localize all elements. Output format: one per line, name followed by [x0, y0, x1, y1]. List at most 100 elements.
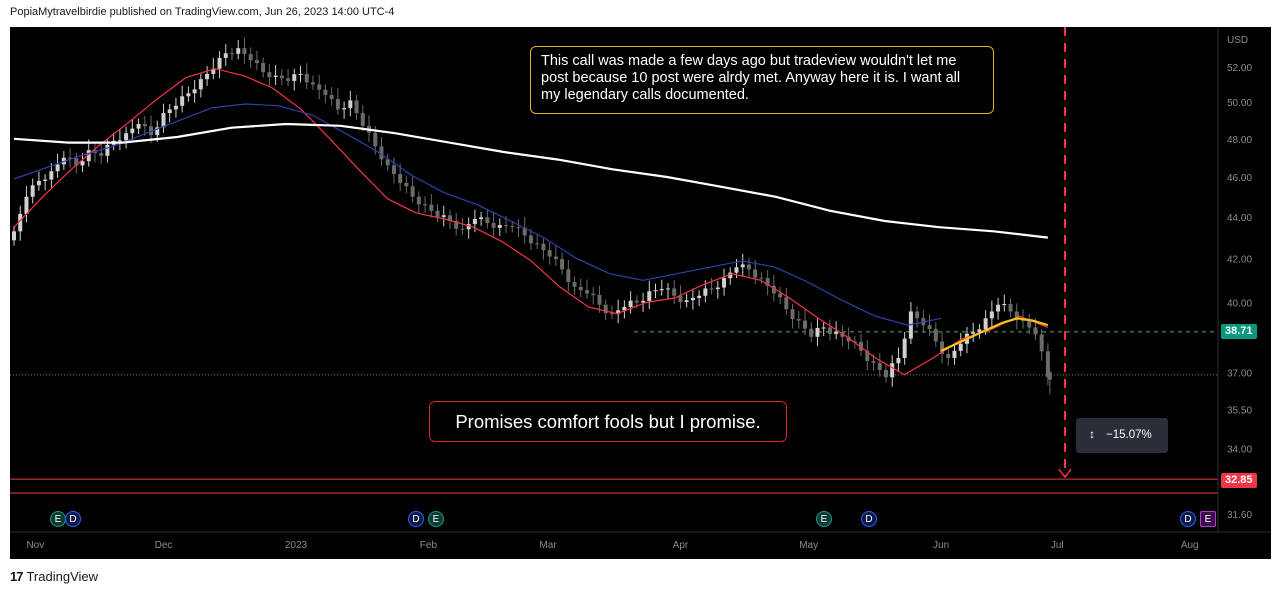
candle-body [242, 48, 247, 55]
candle-body [815, 327, 820, 337]
candle-body [803, 320, 808, 329]
candle-body [186, 93, 191, 97]
promise-annotation[interactable]: Promises comfort fools but I promise. [429, 401, 787, 442]
tradingview-logo-text: TradingView [26, 569, 99, 584]
x-tick-label: Dec [155, 540, 173, 551]
dividend-event-icon[interactable]: D [408, 511, 424, 527]
candle-body [43, 179, 48, 181]
candle-body [790, 309, 795, 319]
candle-body [248, 54, 253, 61]
target-price-badge: 32.85 [1221, 473, 1257, 488]
candle-body [778, 293, 783, 298]
x-tick-label: Apr [673, 540, 689, 551]
candle-body [722, 278, 727, 288]
candle-body [809, 328, 814, 337]
price-range-measure[interactable]: ↕ −15.07% [1076, 418, 1168, 453]
candle-body [74, 158, 79, 166]
candle-body [99, 152, 104, 156]
candle-body [952, 350, 957, 358]
candle-body [796, 318, 801, 321]
candle-body [385, 159, 390, 166]
y-tick-label: 40.00 [1227, 298, 1252, 309]
price-chart[interactable]: USD 52.00 50.00 48.00 46.00 44.00 42.00 40.00 37… [10, 27, 1271, 559]
candle-body [535, 243, 540, 245]
candle-body [896, 357, 901, 364]
candle-body [765, 278, 770, 286]
tradingview-logo-icon: 17 [10, 569, 24, 584]
earnings-event-icon[interactable]: E [428, 511, 444, 527]
candle-body [759, 277, 764, 279]
candle-body [566, 269, 571, 283]
y-tick-label: 50.00 [1227, 98, 1252, 109]
candle-body [528, 235, 533, 244]
candle-body [746, 264, 751, 270]
candle-body [684, 300, 689, 303]
candle-body [946, 353, 951, 358]
candle-body [279, 75, 284, 79]
candle-body [142, 123, 147, 127]
candle-body [983, 318, 988, 330]
tradingview-logo[interactable]: 17 TradingView [10, 569, 98, 584]
candle-body [653, 290, 658, 292]
candle-body [715, 287, 720, 290]
earnings-event-icon[interactable]: E [816, 511, 832, 527]
candle-body [398, 174, 403, 183]
dividend-event-icon[interactable]: D [1180, 511, 1196, 527]
candle-body [310, 82, 315, 85]
candle-body [329, 95, 334, 99]
candle-body [784, 297, 789, 310]
candle-body [55, 164, 60, 172]
dividend-event-icon[interactable]: D [861, 511, 877, 527]
upcoming-earnings-event-icon[interactable]: E [1200, 511, 1216, 527]
range-arrow-icon: ↕ [1089, 429, 1095, 441]
candle-body [678, 295, 683, 303]
candle-body [348, 100, 353, 109]
x-tick-label: 2023 [285, 540, 308, 551]
candle-body [304, 73, 309, 83]
x-tick-label: Jul [1051, 540, 1064, 551]
candle-body [834, 332, 839, 334]
moving-average-line [13, 68, 1049, 376]
dividend-event-icon[interactable]: D [65, 511, 81, 527]
candle-body [441, 215, 446, 217]
candle-body [36, 180, 41, 186]
chart-panel[interactable]: USD 52.00 50.00 48.00 46.00 44.00 42.00 40.00 37… [10, 27, 1271, 559]
candle-body [167, 109, 172, 114]
candle-body [335, 98, 340, 110]
candle-body [360, 113, 365, 126]
candle-body [821, 327, 826, 329]
candle-body [597, 295, 602, 305]
candle-body [479, 217, 484, 219]
candle-body [622, 306, 627, 311]
candle-body [659, 289, 664, 291]
candle-body [491, 223, 496, 228]
x-tick-label: Feb [420, 540, 438, 551]
candle-body [1027, 320, 1032, 328]
candle-body [454, 221, 459, 229]
candle-body [460, 228, 465, 230]
candle-body [697, 295, 702, 298]
call-note-annotation[interactable]: This call was made a few days ago but tr… [530, 46, 994, 114]
candle-body [753, 269, 758, 278]
candle-body [647, 291, 652, 301]
candle-body [211, 68, 216, 74]
candle-body [254, 60, 259, 64]
earnings-event-icon[interactable]: E [50, 511, 66, 527]
candle-body [865, 350, 870, 362]
candle-body [1045, 351, 1050, 378]
candle-body [12, 231, 16, 241]
candle-body [634, 300, 639, 303]
candle-body [846, 336, 851, 342]
candle-body [771, 285, 776, 294]
x-tick-label: Mar [539, 540, 557, 551]
candle-body [49, 171, 54, 180]
candle-body [391, 165, 396, 175]
x-tick-label: Jun [933, 540, 949, 551]
candle-body [703, 288, 708, 296]
candle-body [510, 226, 515, 228]
candle-body [1033, 327, 1038, 335]
candle-body [522, 227, 527, 236]
candle-body [198, 79, 203, 90]
candle-body [1014, 311, 1019, 321]
candle-body [1047, 372, 1052, 380]
